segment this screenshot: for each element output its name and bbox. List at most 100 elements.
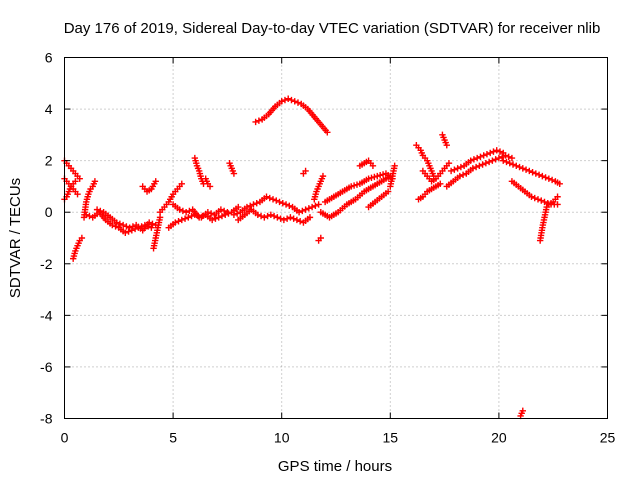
data-point [112,223,119,230]
series-arc-19 [300,167,309,177]
data-point [294,99,302,106]
data-point [195,214,203,221]
y-axis-label: SDTVAR / TECUs [7,178,24,298]
data-point [290,215,297,222]
data-point [500,157,507,164]
data-point [266,194,273,202]
data-point [519,165,526,172]
data-point [274,214,281,221]
series-arc-18 [252,95,331,136]
data-point [348,183,355,190]
data-point [545,175,553,182]
data-point [280,216,288,224]
data-point [126,224,133,231]
series-arc-27 [413,141,437,180]
data-point [207,210,215,217]
data-point [456,172,464,180]
data-point [254,211,262,218]
data-point [493,147,500,154]
series-arc-31 [443,152,516,190]
y-tick-label: 6 [45,50,53,66]
data-point [379,171,387,178]
data-point [247,202,254,209]
data-point [188,212,195,220]
series-arc-15 [226,160,238,177]
data-point [218,212,226,220]
y-tick-label: -4 [40,307,53,323]
data-point [113,219,120,226]
series-arc-37 [545,193,561,208]
data-point [350,182,358,189]
data-point [285,95,292,102]
data-point [282,201,290,208]
data-point [302,167,309,175]
data-point [353,181,361,188]
data-point [263,193,270,200]
data-point [529,169,536,176]
data-point [324,129,331,136]
data-point [261,214,268,221]
data-point [176,206,183,213]
data-point [503,158,510,166]
data-point [287,214,294,221]
data-point [276,198,283,206]
data-point [74,190,81,198]
series-arc-12 [169,201,242,224]
data-point [532,170,540,177]
data-point [267,211,275,218]
data-point [109,221,116,229]
data-point [554,201,561,208]
data-point [492,156,499,163]
data-point [369,162,377,169]
data-point [538,197,545,204]
data-point [212,215,219,222]
data-point [295,209,303,216]
plot-frame [64,57,608,419]
data-point [273,197,280,204]
data-point [178,216,185,224]
data-point [539,172,546,180]
x-tick-label: 25 [600,430,616,446]
data-point [257,212,265,220]
series-arc-21 [315,234,324,244]
data-point [123,223,130,230]
data-point [72,178,79,185]
data-point [235,203,242,211]
data-point [391,162,398,169]
data-point [447,167,455,175]
series-arc-22 [317,172,394,221]
data-point [172,219,179,226]
data-point [215,214,222,221]
data-point [264,212,271,220]
data-point [91,178,99,185]
data-point [457,163,465,171]
x-tick-label: 5 [169,430,177,446]
data-point [250,201,257,208]
data-point [554,193,561,200]
data-point [181,215,189,222]
axis-ticks: 0 5 10 15 20 25 -8 -6 -4 -2 0 2 4 6 [40,50,615,446]
data-point [225,210,232,217]
data-point [445,160,453,167]
data-point [199,212,206,220]
data-point [129,223,137,230]
series-arc-14 [202,175,214,190]
data-point [76,175,83,182]
data-point [230,170,238,177]
y-tick-label: 2 [45,153,53,169]
data-point [312,202,319,209]
series-arc-33 [500,157,563,188]
y-tick-label: -8 [40,411,53,427]
data-point [490,148,497,155]
data-point [454,165,461,172]
data-point [459,171,467,179]
data-point [278,98,285,105]
data-point [534,196,542,203]
data-point [505,153,512,160]
data-point [482,160,490,167]
data-point [281,96,289,104]
data-point [270,212,278,220]
data-point [243,203,251,211]
data-point [286,202,293,209]
data-point [477,153,484,160]
